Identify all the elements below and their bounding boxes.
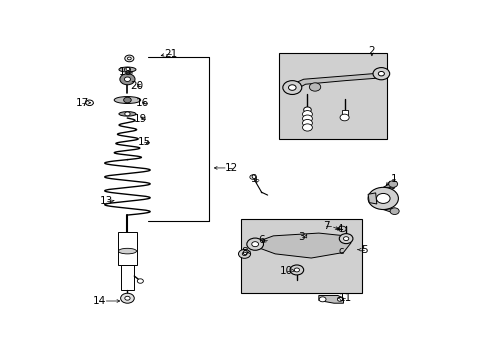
Circle shape [339, 234, 352, 244]
Circle shape [124, 112, 130, 116]
Bar [341, 110, 347, 116]
Bar [121, 265, 134, 290]
Circle shape [121, 293, 134, 303]
Circle shape [302, 115, 312, 122]
Text: 16: 16 [136, 98, 149, 108]
Circle shape [124, 77, 130, 81]
Ellipse shape [114, 96, 141, 103]
Circle shape [137, 279, 143, 283]
Circle shape [337, 297, 342, 301]
Ellipse shape [119, 67, 136, 72]
Text: 3: 3 [298, 232, 305, 242]
Text: 15: 15 [138, 136, 151, 147]
Circle shape [338, 226, 346, 232]
Text: 18: 18 [119, 67, 132, 77]
Ellipse shape [119, 112, 136, 116]
Polygon shape [383, 182, 395, 189]
Text: 12: 12 [224, 163, 238, 173]
Circle shape [246, 238, 263, 250]
Text: 19: 19 [134, 114, 147, 125]
Text: c: c [338, 246, 344, 256]
Polygon shape [383, 208, 398, 214]
Circle shape [120, 74, 135, 85]
Circle shape [388, 181, 397, 187]
Text: 6: 6 [258, 235, 265, 245]
Circle shape [238, 249, 250, 258]
Text: 20: 20 [130, 81, 143, 91]
Circle shape [242, 252, 246, 256]
Circle shape [319, 297, 325, 302]
Circle shape [249, 175, 255, 179]
Circle shape [343, 237, 348, 240]
Text: 4: 4 [336, 224, 342, 234]
Text: 7: 7 [323, 221, 329, 231]
Circle shape [282, 81, 301, 94]
Circle shape [372, 68, 389, 80]
Circle shape [376, 193, 389, 203]
Circle shape [294, 268, 299, 272]
Circle shape [127, 57, 131, 60]
Circle shape [302, 120, 312, 127]
Text: 9: 9 [250, 174, 256, 184]
Polygon shape [292, 73, 383, 90]
Bar [279, 53, 386, 139]
Text: 10: 10 [280, 266, 293, 275]
Polygon shape [254, 233, 350, 258]
Circle shape [309, 83, 320, 91]
Circle shape [302, 124, 312, 131]
Circle shape [85, 100, 93, 105]
Circle shape [288, 85, 296, 90]
Circle shape [378, 72, 384, 76]
Circle shape [303, 107, 311, 112]
Circle shape [367, 187, 398, 210]
Polygon shape [318, 296, 343, 303]
Text: 14: 14 [92, 296, 105, 306]
Circle shape [389, 208, 398, 215]
Circle shape [123, 97, 131, 103]
Text: 21: 21 [164, 49, 177, 59]
Circle shape [124, 296, 130, 300]
Text: 1: 1 [390, 174, 397, 184]
Text: 2: 2 [368, 46, 374, 56]
Bar [241, 219, 362, 293]
Text: 5: 5 [360, 245, 367, 255]
Text: 11: 11 [338, 293, 351, 303]
Circle shape [251, 242, 258, 247]
Text: 8: 8 [241, 247, 247, 257]
Circle shape [339, 114, 348, 121]
Polygon shape [367, 193, 376, 204]
Circle shape [124, 55, 134, 62]
Bar [118, 232, 137, 265]
Circle shape [302, 111, 312, 118]
Ellipse shape [118, 248, 136, 254]
Circle shape [289, 265, 303, 275]
Text: 17: 17 [75, 98, 88, 108]
Text: 13: 13 [100, 196, 113, 206]
Circle shape [124, 67, 130, 72]
